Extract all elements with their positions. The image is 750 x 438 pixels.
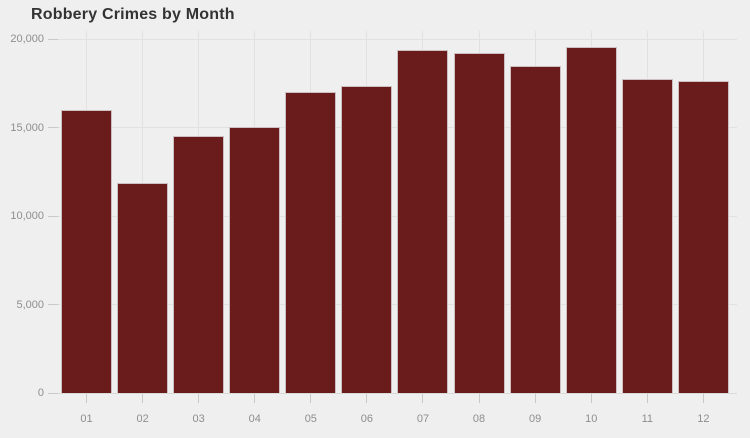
x-axis: 01 02 03 04 05 06 07 08 09 10 11 12	[58, 394, 737, 438]
bar-month-06[interactable]	[341, 86, 393, 393]
x-tick-label-02: 02	[136, 413, 149, 425]
x-tick-mark-08	[478, 394, 480, 403]
y-tick-mark-15000	[48, 127, 58, 129]
y-tick-label-10000: 10,000	[10, 210, 44, 223]
bar-month-04[interactable]	[229, 126, 281, 393]
x-tick-mark-01	[86, 394, 87, 403]
x-tick-mark-07	[422, 394, 424, 403]
y-tick-label-15000: 15,000	[10, 121, 44, 134]
y-tick-label-0: 0	[37, 387, 44, 399]
x-tick-mark-11	[646, 394, 648, 403]
y-tick-mark-0	[48, 392, 58, 394]
bar-month-05[interactable]	[285, 91, 337, 393]
bar-month-01[interactable]	[61, 110, 112, 393]
h-gridline-20000	[58, 38, 737, 40]
y-tick-label-5000: 5,000	[16, 298, 44, 311]
x-tick-label-01: 01	[80, 413, 93, 425]
x-tick-label-10: 10	[585, 413, 598, 425]
bar-month-02[interactable]	[117, 182, 169, 393]
bar-month-11[interactable]	[621, 79, 673, 393]
bar-month-12[interactable]	[677, 80, 729, 393]
x-tick-label-12: 12	[697, 413, 710, 425]
x-tick-label-04: 04	[248, 413, 261, 425]
x-tick-label-11: 11	[641, 413, 653, 425]
y-tick-mark-20000	[48, 38, 58, 40]
bar-month-09[interactable]	[509, 65, 561, 393]
x-tick-mark-12	[702, 394, 704, 403]
x-tick-label-05: 05	[304, 413, 317, 425]
x-tick-label-03: 03	[192, 413, 205, 425]
x-tick-mark-02	[142, 394, 144, 403]
bar-month-07[interactable]	[397, 50, 449, 393]
x-tick-label-09: 09	[529, 413, 542, 425]
y-tick-mark-5000	[48, 304, 58, 306]
y-tick-mark-10000	[48, 215, 58, 217]
plot-area	[58, 31, 737, 393]
x-tick-mark-03	[198, 394, 200, 403]
x-axis-line	[58, 393, 737, 394]
y-axis: 0 5,000 10,000 15,000 20,000	[0, 31, 58, 399]
x-tick-mark-04	[254, 394, 256, 403]
x-tick-mark-10	[590, 394, 592, 403]
x-tick-label-06: 06	[360, 413, 374, 425]
bar-month-03[interactable]	[173, 135, 225, 393]
x-tick-label-08: 08	[472, 413, 486, 425]
y-tick-label-20000: 20,000	[10, 33, 44, 46]
x-tick-mark-05	[310, 394, 312, 403]
x-tick-mark-09	[534, 394, 536, 403]
chart-title: Robbery Crimes by Month	[31, 6, 235, 23]
x-tick-label-07: 07	[416, 413, 430, 425]
bar-month-08[interactable]	[453, 52, 505, 393]
bar-month-10[interactable]	[565, 47, 617, 393]
x-tick-mark-06	[366, 394, 368, 403]
